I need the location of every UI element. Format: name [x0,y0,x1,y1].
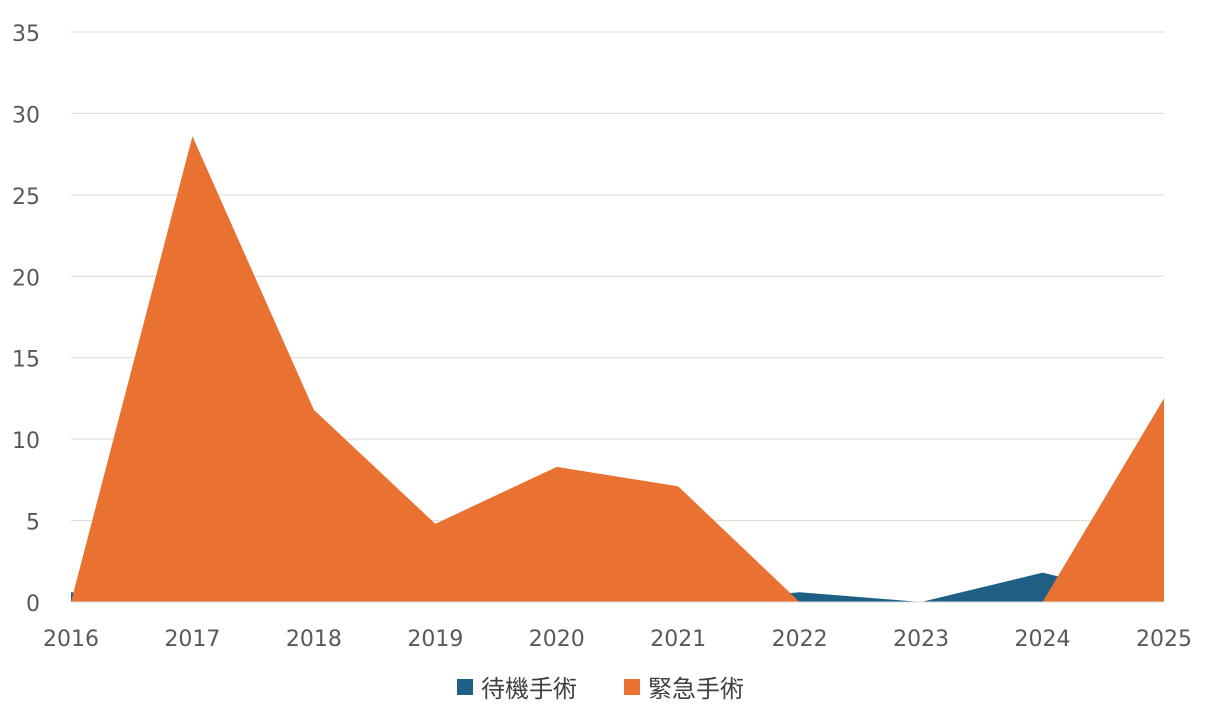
y-tick-label: 35 [12,22,40,47]
y-tick-label: 20 [12,266,40,291]
legend-swatch [457,679,473,695]
series-areas [71,136,1164,602]
x-tick-label: 2016 [43,627,99,652]
legend-swatch [624,679,640,695]
x-tick-label: 2020 [529,627,585,652]
y-tick-label: 30 [12,103,40,128]
legend-label: 待機手術 [481,675,577,703]
x-tick-label: 2025 [1136,627,1192,652]
y-tick-label: 15 [12,348,40,373]
legend-label: 緊急手術 [648,675,744,703]
y-tick-label: 0 [26,592,40,617]
legend: 待機手術 緊急手術 [457,675,744,703]
x-tick-label: 2024 [1015,627,1071,652]
x-tick-label: 2023 [893,627,949,652]
series-area-1 [71,136,1164,602]
x-tick-label: 2022 [772,627,828,652]
x-tick-label: 2021 [650,627,706,652]
y-tick-label: 25 [12,185,40,210]
x-tick-label: 2018 [286,627,342,652]
x-tick-label: 2017 [164,627,220,652]
x-tick-label: 2019 [407,627,463,652]
y-tick-label: 5 [26,511,40,536]
y-tick-label: 10 [12,429,40,454]
